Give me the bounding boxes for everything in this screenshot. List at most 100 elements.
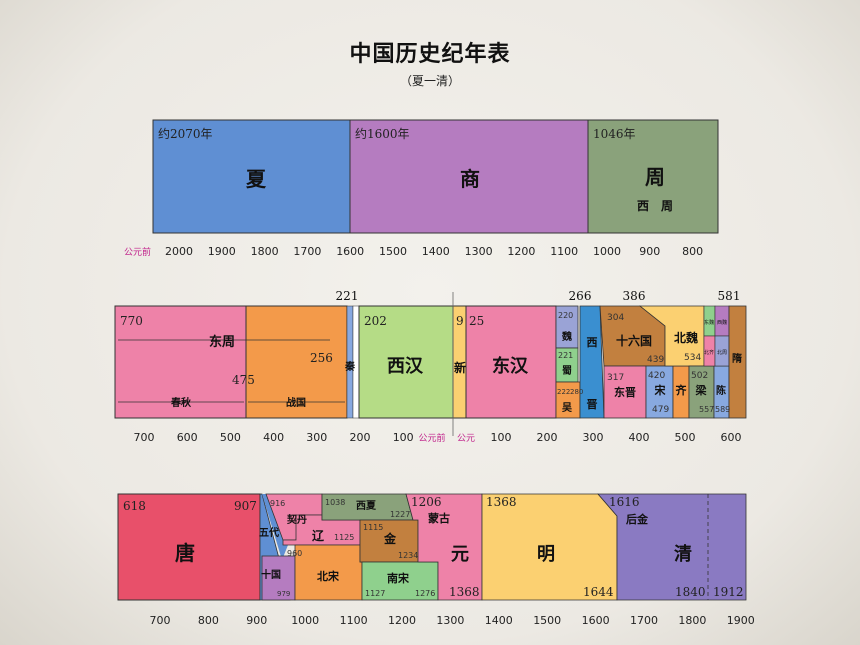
row1-tick-label: 1200 [507, 245, 535, 258]
row3-tick-label: 1600 [582, 614, 610, 627]
xizhou-label: 西 周 [637, 199, 673, 213]
row2-tick-label-bc: 700 [134, 431, 155, 444]
shiliuguo-end: 439 [647, 355, 664, 365]
ming-label: 明 [537, 544, 555, 565]
tang-label: 唐 [175, 541, 195, 565]
zhou-label: 周 [645, 165, 665, 189]
marker-386: 386 [623, 289, 646, 303]
houjin-start: 1616 [609, 495, 640, 509]
qidan-label: 契丹 [287, 513, 307, 526]
shiguo-block [261, 555, 296, 601]
zhanguo-block [245, 305, 348, 419]
ming-end: 1644 [583, 585, 614, 599]
row3-bar: 618 907 唐 五代 十国 979 916 契丹 辽 1125 960 北宋… [117, 493, 747, 601]
nansong-label: 南宋 [387, 571, 410, 585]
wu-end: 280 [570, 388, 583, 396]
song-label: 宋 [654, 383, 667, 397]
liao-label: 辽 [312, 529, 325, 543]
row3-tick-label: 1800 [678, 614, 706, 627]
zhou-block [587, 119, 719, 234]
zhanguo-label: 战国 [286, 396, 306, 409]
row3-tick-label: 700 [150, 614, 171, 627]
row1-tick-label: 1600 [336, 245, 364, 258]
row3-tick-label: 1500 [533, 614, 561, 627]
row3-tick-label: 800 [198, 614, 219, 627]
wei-start: 220 [558, 311, 573, 320]
xia-label: 夏 [246, 167, 267, 191]
row1-tick-label: 900 [639, 245, 660, 258]
row1-tick-label: 1000 [593, 245, 621, 258]
row3-tick-label: 1100 [340, 614, 368, 627]
row2-tick-label-bc: 600 [177, 431, 198, 444]
menggu-label: 蒙古 [428, 511, 450, 525]
marker-266: 266 [569, 289, 592, 303]
n979: 979 [277, 590, 290, 598]
nansong-block [361, 561, 439, 601]
zhou-start: 1046年 [593, 127, 636, 141]
easthan-start: 25 [469, 314, 484, 328]
xin-label: 新 [454, 360, 466, 375]
wu-label: 吴 [562, 402, 572, 414]
jin-start: 1115 [363, 523, 383, 532]
easthan-block [465, 305, 557, 419]
dongjin-label: 东晋 [614, 385, 636, 399]
row3-tick-label: 1300 [436, 614, 464, 627]
row1-tick-label: 1800 [251, 245, 279, 258]
shu-label: 蜀 [562, 365, 572, 377]
qing-block [597, 493, 747, 601]
row1-tick-label: 800 [682, 245, 703, 258]
yuan-end: 1368 [449, 585, 480, 599]
row1-tick-label: 1300 [465, 245, 493, 258]
menggu-start: 1206 [411, 495, 442, 509]
ming-start: 1368 [486, 495, 517, 509]
tang-end: 907 [234, 499, 257, 513]
sui-label: 隋 [732, 352, 742, 365]
shang-label: 商 [460, 167, 480, 191]
page-title: 中国历史纪年表 [349, 41, 511, 67]
beizhou-label: 北周 [717, 349, 727, 356]
shu-start: 221 [558, 351, 573, 360]
wu-start: 222 [557, 388, 570, 396]
beiqi-label: 北齐 [704, 349, 714, 356]
chunqiu-block [114, 305, 247, 419]
xia-start: 约2070年 [158, 126, 213, 141]
wei-label: 魏 [561, 330, 572, 343]
chen-label: 陈 [716, 384, 726, 397]
shiliuguo-start: 304 [607, 313, 624, 323]
xixia-end: 1227 [390, 510, 410, 519]
row3-tick-label: 1000 [291, 614, 319, 627]
row2-tick-label-bc: 100 [393, 431, 414, 444]
row2-tick-label-bc: 500 [220, 431, 241, 444]
chunqiu-label: 春秋 [171, 396, 192, 409]
jin-end: 1234 [398, 551, 418, 560]
xijin-label: 西 [587, 336, 598, 349]
liang-end: 557 [699, 405, 714, 414]
row3-tick-label: 900 [246, 614, 267, 627]
row1-tick-label: 2000 [165, 245, 193, 258]
shiliuguo-label: 十六国 [616, 333, 652, 348]
xiwei-label: 西魏 [717, 319, 727, 326]
shang-start: 约1600年 [355, 126, 410, 141]
eastzhou-start: 770 [120, 314, 143, 328]
qing-end: 1912 [713, 585, 744, 599]
row2-tick-label-bc: 200 [350, 431, 371, 444]
row2-era-ad: 公元 [457, 433, 475, 444]
qi-label: 齐 [676, 383, 688, 397]
houjin-label: 后金 [626, 512, 649, 526]
row1-era-label: 公元前 [124, 246, 151, 258]
xixia-start: 1038 [325, 498, 345, 507]
row2-tick-label-bc: 300 [306, 431, 327, 444]
yuan-label: 元 [451, 544, 469, 565]
n1840: 1840 [675, 585, 706, 599]
westhan-block [358, 305, 454, 419]
row1-axis: 公元前 2000 1900 1800 1700 1600 1500 1400 1300 1200… [124, 245, 703, 258]
qing-label: 清 [674, 544, 692, 565]
row3-axis: 700 800 900 1000 1100 1200 1300 1400 1500 1600 170… [150, 614, 755, 627]
xixia-label: 西夏 [356, 500, 377, 512]
jin-label: 金 [383, 531, 397, 546]
n475: 475 [232, 373, 255, 387]
nansong-end: 1276 [415, 589, 435, 598]
easthan-label: 东汉 [492, 355, 529, 377]
